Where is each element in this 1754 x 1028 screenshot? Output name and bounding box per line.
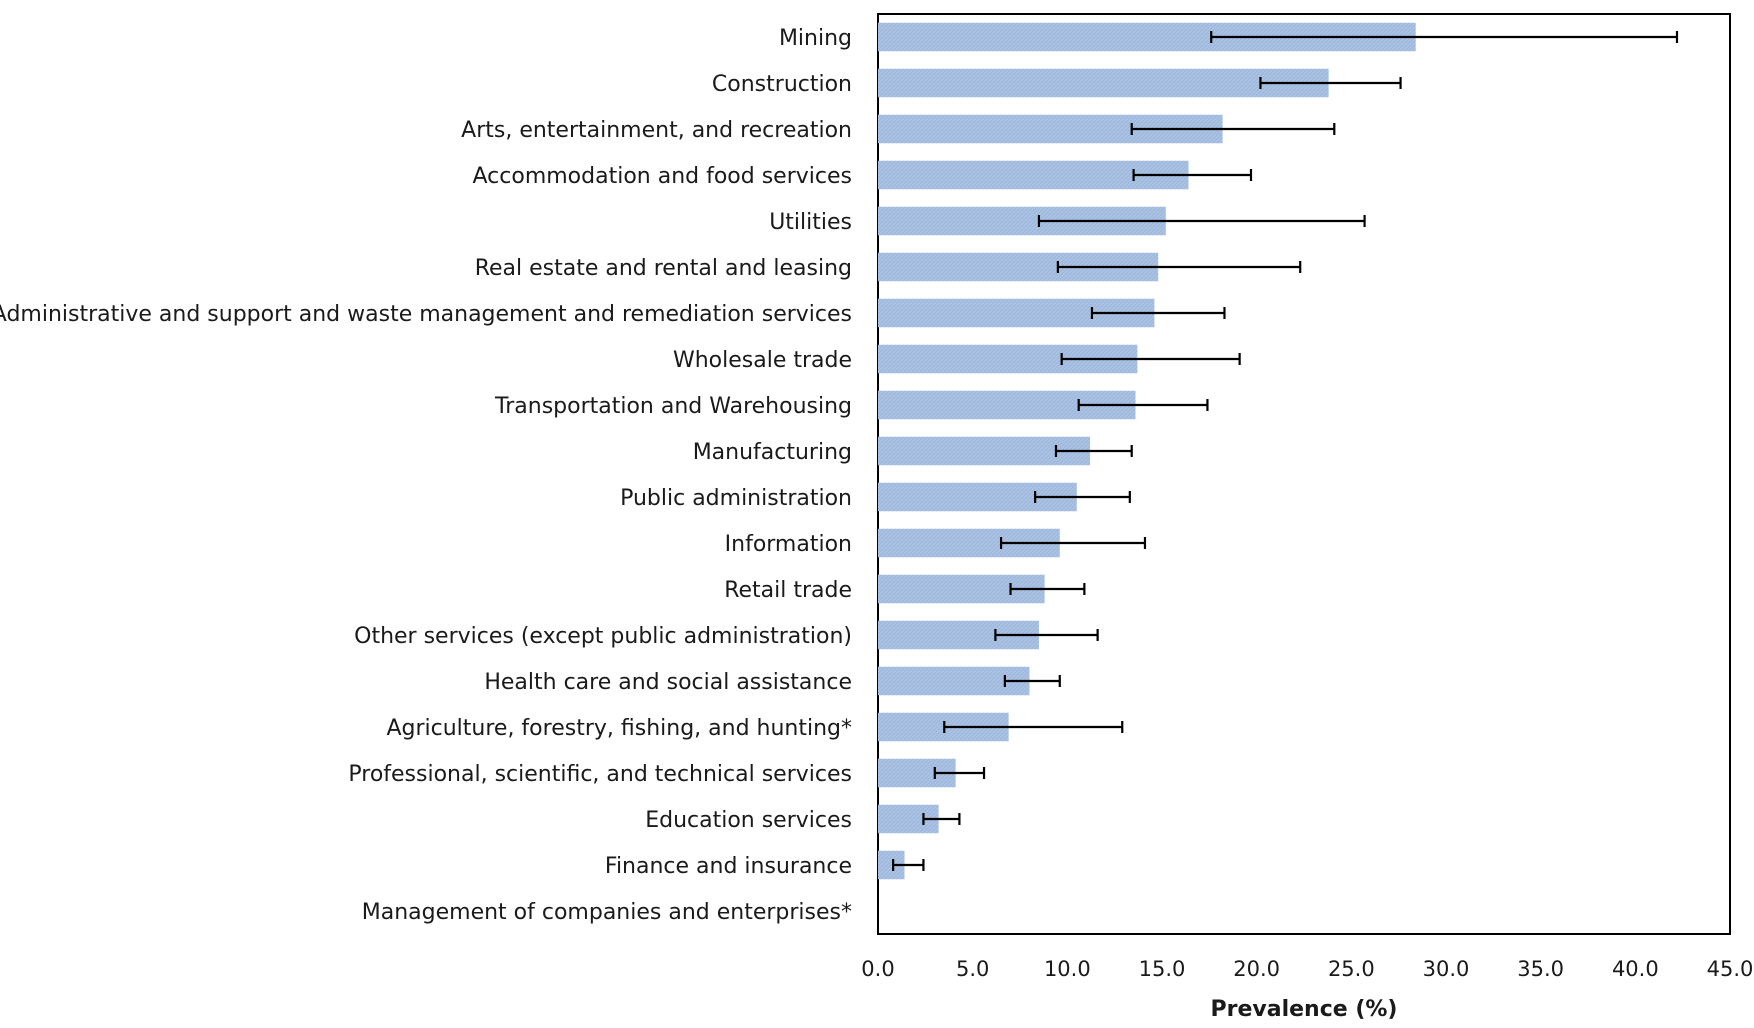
category-label: Mining bbox=[779, 26, 852, 51]
category-label: Professional, scientific, and technical … bbox=[348, 762, 852, 787]
error-bars-layer bbox=[892, 31, 1679, 871]
category-label: Arts, entertainment, and recreation bbox=[461, 118, 852, 143]
error-bar bbox=[1034, 491, 1131, 503]
error-bar bbox=[892, 859, 925, 871]
error-bar bbox=[922, 813, 961, 825]
bars-layer bbox=[878, 22, 1416, 880]
x-tick-label: 30.0 bbox=[1423, 957, 1470, 981]
x-tick-label: 15.0 bbox=[1139, 957, 1186, 981]
error-bar bbox=[1130, 123, 1336, 135]
x-axis-ticks: 0.0 5.0 10.0 15.0 20.0 25.0 30.0 35.0 40.0 45.0 bbox=[861, 957, 1753, 981]
x-tick-label: 40.0 bbox=[1612, 957, 1659, 981]
category-label: Education services bbox=[645, 808, 852, 833]
category-label: Utilities bbox=[769, 210, 852, 235]
x-tick-label: 10.0 bbox=[1044, 957, 1091, 981]
x-tick-label: 45.0 bbox=[1707, 957, 1754, 981]
error-bar bbox=[1132, 169, 1253, 181]
x-tick-label: 0.0 bbox=[861, 957, 894, 981]
bar bbox=[878, 436, 1091, 466]
category-label: Agriculture, forestry, fishing, and hunt… bbox=[386, 716, 852, 741]
category-label: Accommodation and food services bbox=[473, 164, 853, 189]
error-bar bbox=[1056, 261, 1302, 273]
error-bar bbox=[1090, 307, 1226, 319]
error-bar bbox=[1037, 215, 1366, 227]
error-bar bbox=[1259, 77, 1402, 89]
error-bar bbox=[1060, 353, 1241, 365]
plot-area-frame bbox=[877, 13, 1731, 935]
error-bar bbox=[1003, 675, 1061, 687]
x-tick-label: 5.0 bbox=[956, 957, 989, 981]
x-axis-title: Prevalence (%) bbox=[1211, 997, 1398, 1022]
category-label: Health care and social assistance bbox=[484, 670, 852, 695]
category-label: Information bbox=[725, 532, 852, 557]
bar bbox=[878, 68, 1329, 98]
category-label: Retail trade bbox=[724, 578, 852, 603]
category-label: Administrative and support and waste man… bbox=[0, 302, 852, 327]
error-bar bbox=[1054, 445, 1133, 457]
category-label: Management of companies and enterprises* bbox=[362, 900, 852, 925]
x-tick-label: 35.0 bbox=[1517, 957, 1564, 981]
category-label: Construction bbox=[712, 72, 852, 97]
error-bar bbox=[943, 721, 1124, 733]
x-tick-label: 20.0 bbox=[1233, 957, 1280, 981]
error-bar bbox=[994, 629, 1099, 641]
category-label: Public administration bbox=[620, 486, 852, 511]
error-bar bbox=[1210, 31, 1679, 43]
category-label: Real estate and rental and leasing bbox=[475, 256, 852, 281]
category-label: Manufacturing bbox=[693, 440, 852, 465]
category-labels: Mining Construction Arts, entertainment, a… bbox=[0, 26, 852, 925]
category-label: Other services (except public administra… bbox=[354, 624, 852, 649]
category-label: Finance and insurance bbox=[605, 854, 852, 879]
category-label: Wholesale trade bbox=[673, 348, 852, 373]
error-bar bbox=[1009, 583, 1086, 595]
x-tick-label: 25.0 bbox=[1328, 957, 1375, 981]
category-label: Transportation and Warehousing bbox=[494, 394, 852, 419]
error-bar bbox=[1077, 399, 1209, 411]
error-bar bbox=[933, 767, 986, 779]
error-bar bbox=[999, 537, 1147, 549]
